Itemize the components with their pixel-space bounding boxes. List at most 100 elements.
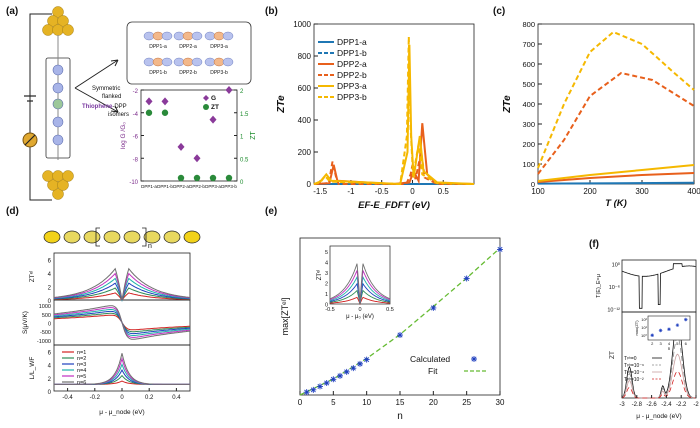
tick-label: 6 [48,259,52,265]
chain-ring-icon [183,230,201,244]
gold-atom-icon [52,24,64,36]
gold-atom-icon [42,170,54,182]
tick-label: 6 [685,341,688,346]
tick-label: -2 [693,402,699,408]
lorenz-curve-n6 [54,353,190,385]
tick-label: 0 [298,398,303,407]
asterisk-marker [497,246,503,253]
tick-label: 2 [240,89,244,95]
molecule-ring-icon [222,57,234,67]
tick-label: -6 [133,135,139,141]
asterisk-marker [357,360,363,367]
legend-label: n=1 [77,350,86,356]
asterisk-marker [343,368,350,375]
gold-atom-icon [62,170,74,182]
tick-label: 200 [522,140,535,149]
tick-label: 0 [48,390,52,396]
tick-label: 0.2 [145,395,154,401]
plot-frame-c [537,23,695,185]
zt-curve-n6 [53,267,191,301]
axis-label: T(E)_E=μ [596,274,602,298]
tick-label: 600 [522,60,535,69]
calculated-point [343,368,350,375]
calculated-point [463,275,470,282]
molecule-ring-icon [52,98,64,110]
conductance-point [145,97,153,106]
panel-label-a: (a) [6,6,18,17]
tick-label: -0.5 [325,307,334,313]
molecule-label: DPP3-b [210,70,228,76]
molecule-label: DPP1-b [149,70,167,76]
seebeck-curve-n6 [53,305,191,340]
tick-label: -2.6 [646,402,657,408]
tick-label: 0 [120,395,124,401]
series-line-DPP2-b [313,151,474,185]
tick-label: 1000 [39,304,51,310]
tick-label: -10 [129,180,138,186]
arrow-text: flanked [102,94,121,100]
chain-ring-icon [43,230,61,244]
tick-label: -3 [619,402,625,408]
calculated-point [330,376,337,383]
legend-label: Tᵖʰ=10⁻² [624,377,644,383]
legend-label: n=5 [77,374,86,380]
molecule-label: DPP2-b [179,70,197,76]
lorenz-curve-n2 [54,374,190,385]
axis-label: ZT [250,131,257,140]
tick-label: 500 [42,313,51,319]
tick-label: -8 [133,157,139,163]
tick-label: 100 [522,160,535,169]
axis-label: log G /G₀ [120,122,127,149]
axis-label: max(ZT) [634,320,639,336]
molecule-ring-icon [52,134,64,146]
tick-label: 1.5 [240,112,249,118]
plot-frame-d0 [53,252,191,301]
lorenz-curve-n3 [54,368,190,385]
calculated-point [317,383,323,390]
molecule-label: DPP1-a [149,44,167,50]
axis-label: ZTe [502,95,513,114]
tick-label: 5 [325,250,328,256]
tick-label: 1 [325,292,328,298]
molecule-ring-icon [52,64,64,76]
tick-label: 0.5 [386,307,394,313]
tick-label: 100 [531,187,545,196]
tick-label: -1 [347,187,355,196]
conductance-point [177,142,185,151]
subtitle-text: Thiophene-DPP [82,104,127,110]
zt-point [145,109,153,116]
arrow-icon [74,87,119,113]
axis-label: n [668,346,671,351]
tick-label: 600 [298,84,312,93]
tick-label: -0.5 [375,187,389,196]
arrow-icon [74,59,119,89]
tick-label: 25 [462,398,471,407]
legend-label: Tᵖʰ=10⁻⁶ [624,363,644,369]
gold-atom-icon [52,6,64,18]
tick-label: 400 [522,100,535,109]
panel-label-d: (d) [6,206,19,217]
asterisk-marker [330,376,337,383]
asterisk-marker [317,383,323,390]
tick-label: 10 [362,398,371,407]
tick-label: -2.4 [661,402,672,408]
inset-curve [329,263,391,305]
transmission-curve [621,263,696,309]
tick-label: 3 [325,271,328,277]
axis-label: EF-E_FDFT (eV) [358,200,430,211]
plot-frame-a [140,89,238,182]
molecule-label: DPP3-a [210,44,228,50]
panel-label-b: (b) [265,6,278,17]
tick-label: 500 [522,80,535,89]
tick-label: -2.8 [632,402,643,408]
chain-ring-icon [123,230,141,244]
tick-label: 300 [522,120,535,129]
zt-point [161,109,169,116]
x-tick-label: DPP2-b [189,184,205,189]
molecule-ring-icon [191,57,203,67]
panel-label-c: (c) [493,6,505,17]
x-tick-label: DPP1-a [141,184,157,189]
axis-label: ZTᵉˡ [316,270,323,281]
axis-label: ZT [609,351,616,359]
